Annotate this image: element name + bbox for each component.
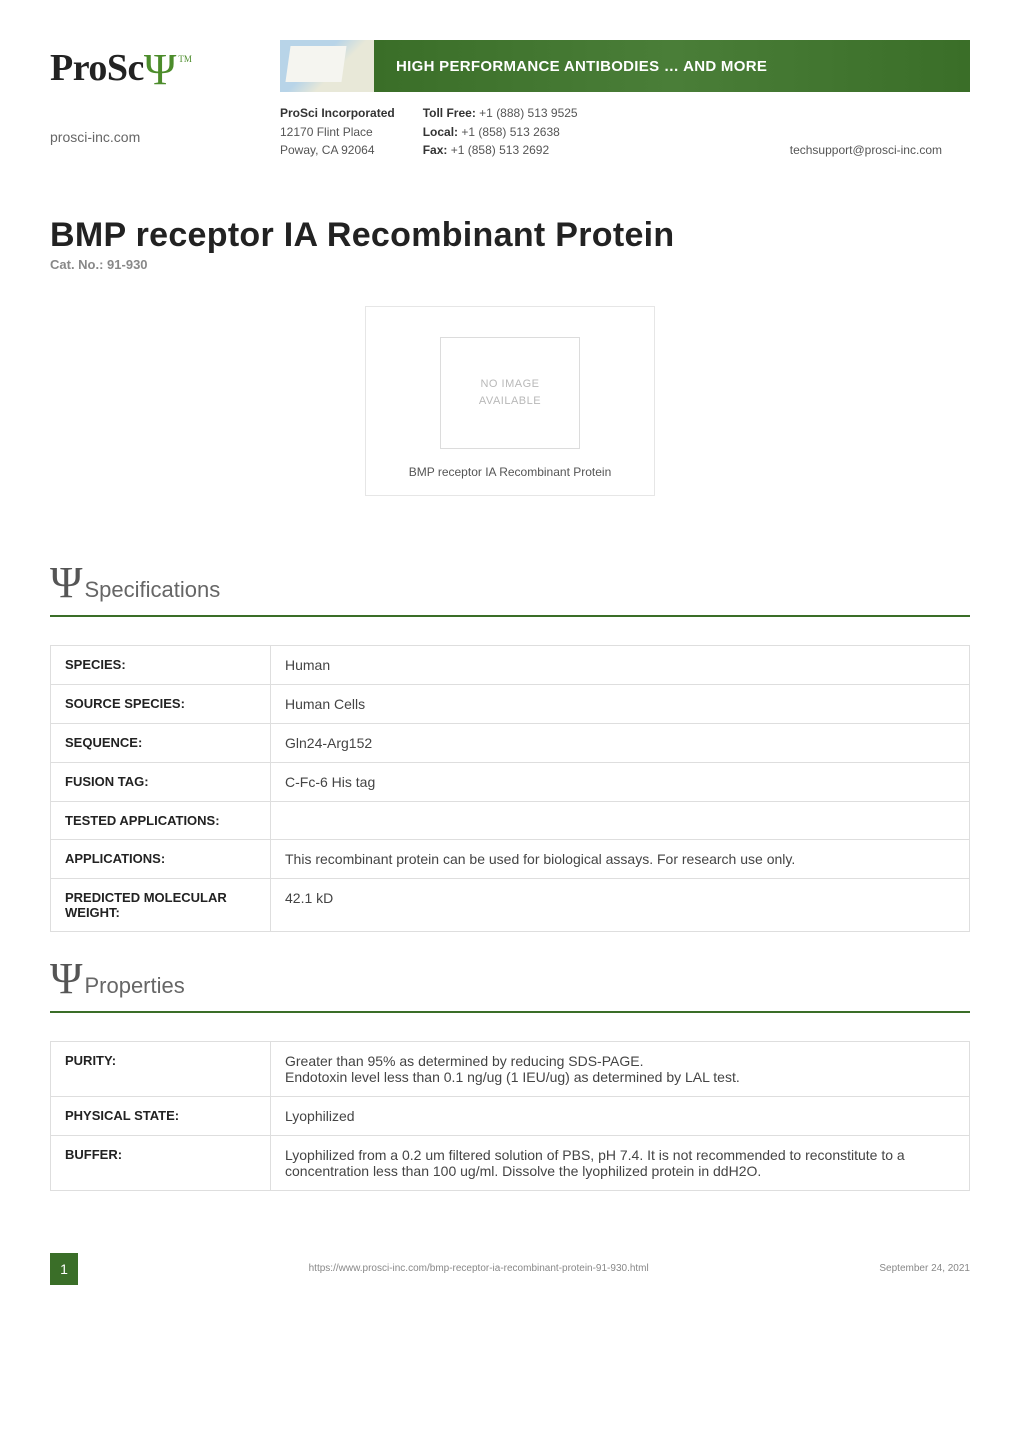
- spec-key: APPLICATIONS:: [51, 839, 271, 878]
- support-email: techsupport@prosci-inc.com: [606, 141, 942, 160]
- logo-text: ProSc: [50, 46, 144, 90]
- logo: ProScΨTM: [50, 40, 250, 91]
- footer-url: https://www.prosci-inc.com/bmp-receptor-…: [78, 1263, 879, 1274]
- specifications-table: SPECIES:HumanSOURCE SPECIES:Human CellsS…: [50, 645, 970, 932]
- prop-value: Greater than 95% as determined by reduci…: [271, 1041, 970, 1096]
- contact-info: ProSci Incorporated 12170 Flint Place Po…: [280, 104, 970, 160]
- company-name: ProSci Incorporated: [280, 106, 395, 120]
- spec-value: Human Cells: [271, 684, 970, 723]
- logo-tm: TM: [178, 54, 192, 64]
- catalog-number: Cat. No.: 91-930: [50, 257, 970, 272]
- prop-value: Lyophilized: [271, 1096, 970, 1135]
- spec-key: FUSION TAG:: [51, 762, 271, 801]
- prop-key: PURITY:: [51, 1041, 271, 1096]
- table-row: PHYSICAL STATE:Lyophilized: [51, 1096, 970, 1135]
- placeholder-line2: AVAILABLE: [479, 395, 541, 407]
- fax-label: Fax:: [423, 143, 448, 157]
- product-title: BMP receptor IA Recombinant Protein: [50, 216, 970, 255]
- spec-key: TESTED APPLICATIONS:: [51, 801, 271, 839]
- site-url: prosci-inc.com: [50, 129, 250, 145]
- footer-date: September 24, 2021: [879, 1263, 970, 1274]
- page-number: 1: [50, 1253, 78, 1285]
- table-row: BUFFER:Lyophilized from a 0.2 um filtere…: [51, 1135, 970, 1190]
- spec-key: PREDICTED MOLECULAR WEIGHT:: [51, 878, 271, 931]
- fax-number: +1 (858) 513 2692: [451, 143, 549, 157]
- prop-key: PHYSICAL STATE:: [51, 1096, 271, 1135]
- section-header-specifications: Ψ Specifications: [50, 568, 970, 617]
- banner-photo: [280, 40, 374, 92]
- company-addr1: 12170 Flint Place: [280, 123, 395, 142]
- table-row: SEQUENCE:Gln24-Arg152: [51, 723, 970, 762]
- table-row: TESTED APPLICATIONS:: [51, 801, 970, 839]
- section-title-specifications: Specifications: [84, 577, 220, 603]
- page-footer: 1 https://www.prosci-inc.com/bmp-recepto…: [50, 1253, 970, 1301]
- prop-value: Lyophilized from a 0.2 um filtered solut…: [271, 1135, 970, 1190]
- spec-value: [271, 801, 970, 839]
- psi-icon: Ψ: [50, 964, 82, 995]
- banner-tagline: HIGH PERFORMANCE ANTIBODIES … AND MORE: [374, 40, 970, 92]
- section-title-properties: Properties: [84, 973, 184, 999]
- table-row: SOURCE SPECIES:Human Cells: [51, 684, 970, 723]
- prop-key: BUFFER:: [51, 1135, 271, 1190]
- table-row: PREDICTED MOLECULAR WEIGHT:42.1 kD: [51, 878, 970, 931]
- logo-psi-icon: Ψ: [144, 44, 176, 95]
- spec-value: C-Fc-6 His tag: [271, 762, 970, 801]
- section-header-properties: Ψ Properties: [50, 964, 970, 1013]
- table-row: FUSION TAG:C-Fc-6 His tag: [51, 762, 970, 801]
- image-placeholder: NO IMAGE AVAILABLE: [440, 337, 580, 449]
- table-row: APPLICATIONS:This recombinant protein ca…: [51, 839, 970, 878]
- spec-value: Gln24-Arg152: [271, 723, 970, 762]
- table-row: PURITY:Greater than 95% as determined by…: [51, 1041, 970, 1096]
- placeholder-line1: NO IMAGE: [480, 378, 539, 390]
- company-addr2: Poway, CA 92064: [280, 141, 395, 160]
- spec-key: SEQUENCE:: [51, 723, 271, 762]
- spec-key: SOURCE SPECIES:: [51, 684, 271, 723]
- tollfree-label: Toll Free:: [423, 106, 476, 120]
- psi-icon: Ψ: [50, 568, 82, 599]
- table-row: SPECIES:Human: [51, 645, 970, 684]
- local-label: Local:: [423, 125, 458, 139]
- product-image-card: NO IMAGE AVAILABLE BMP receptor IA Recom…: [365, 306, 655, 496]
- spec-key: SPECIES:: [51, 645, 271, 684]
- page-header: ProScΨTM prosci-inc.com HIGH PERFORMANCE…: [50, 40, 970, 160]
- spec-value: Human: [271, 645, 970, 684]
- local-number: +1 (858) 513 2638: [461, 125, 559, 139]
- spec-value: This recombinant protein can be used for…: [271, 839, 970, 878]
- spec-value: 42.1 kD: [271, 878, 970, 931]
- logo-block: ProScΨTM prosci-inc.com: [50, 40, 250, 145]
- banner: HIGH PERFORMANCE ANTIBODIES … AND MORE: [280, 40, 970, 92]
- image-caption: BMP receptor IA Recombinant Protein: [386, 465, 634, 479]
- properties-table: PURITY:Greater than 95% as determined by…: [50, 1041, 970, 1191]
- tollfree-number: +1 (888) 513 9525: [479, 106, 577, 120]
